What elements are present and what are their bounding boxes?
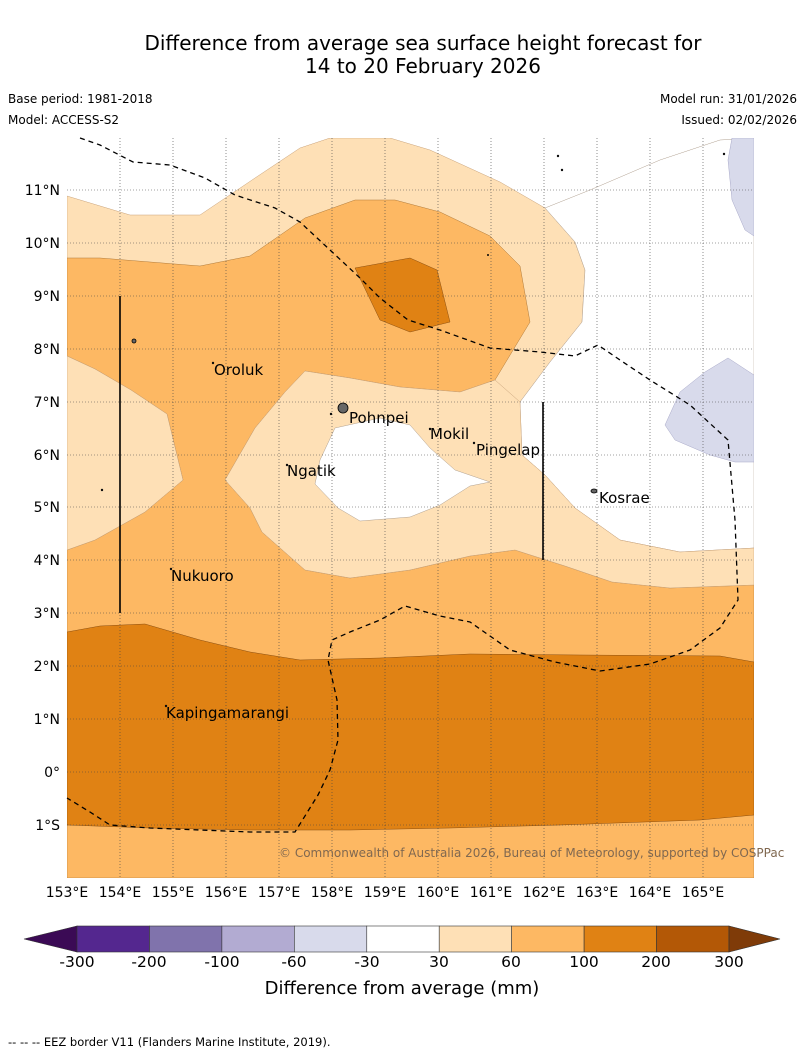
islet-ngatik xyxy=(285,463,289,467)
lat-label: 3°N xyxy=(34,606,60,622)
colorbar-swatch xyxy=(583,925,657,953)
contour-30-60-west xyxy=(67,355,184,551)
small-island-west xyxy=(131,338,137,344)
colorbar-extend-low xyxy=(23,925,78,953)
islet-mokil xyxy=(428,427,432,431)
colorbar-tick: -300 xyxy=(59,953,95,971)
lon-label: 161°E xyxy=(470,885,513,901)
lon-label: 162°E xyxy=(523,885,566,901)
place-nukuoro: Nukuoro xyxy=(171,567,234,585)
colorbar-swatch xyxy=(221,925,295,953)
colorbar-swatch xyxy=(76,925,150,953)
place-kosrae: Kosrae xyxy=(599,489,650,507)
base-period: Base period: 1981-2018 xyxy=(8,92,153,106)
islet-kapingamarangi xyxy=(164,704,168,708)
lon-label: 160°E xyxy=(417,885,460,901)
islet-oroluk xyxy=(211,361,215,365)
lat-label: 6°N xyxy=(34,448,60,464)
colorbar-tick: 30 xyxy=(429,953,449,971)
colorbar xyxy=(23,925,781,953)
eez-footnote: -- -- -- EEZ border V11 (Flanders Marine… xyxy=(8,1035,331,1049)
islet-north-4 xyxy=(486,253,489,256)
colorbar-tick: -30 xyxy=(354,953,380,971)
colorbar-tick: -60 xyxy=(281,953,307,971)
colorbar-swatch xyxy=(366,925,440,953)
copyright-notice: © Commonwealth of Australia 2026, Bureau… xyxy=(279,846,784,860)
contour-negative-northeast xyxy=(727,138,754,237)
lon-label: 155°E xyxy=(152,885,195,901)
islet-pingelap xyxy=(472,441,476,445)
colorbar-tick: 200 xyxy=(641,953,671,971)
place-pingelap: Pingelap xyxy=(476,441,540,459)
lon-label: 154°E xyxy=(99,885,142,901)
sea-level-map: Oroluk Pohnpei Mokil Pingelap Ngatik Kos… xyxy=(25,137,784,901)
contour-negative-east xyxy=(664,357,754,463)
map-fill-layers xyxy=(67,138,754,878)
colorbar-swatch xyxy=(149,925,223,953)
model-run: Model run: 31/01/2026 xyxy=(659,92,797,106)
colorbar-extend-high xyxy=(728,925,781,953)
eez-border xyxy=(66,137,739,833)
colorbar-title: Difference from average (mm) xyxy=(264,978,540,999)
lon-label: 159°E xyxy=(364,885,407,901)
colorbar-tick: 60 xyxy=(501,953,521,971)
lat-label: 8°N xyxy=(34,342,60,358)
islands xyxy=(100,152,726,708)
pohnpei-island xyxy=(337,402,349,414)
title-line-1: Difference from average sea surface heig… xyxy=(144,31,702,55)
colorbar-tick: -200 xyxy=(131,953,167,971)
colorbar-swatch xyxy=(656,925,730,953)
place-oroluk: Oroluk xyxy=(214,361,263,379)
islet-ant xyxy=(329,412,333,416)
colorbar-swatch xyxy=(294,925,368,953)
chart-title: Difference from average sea surface heig… xyxy=(0,32,804,78)
colorbar-swatch xyxy=(511,925,585,953)
lat-label: 0° xyxy=(44,765,60,781)
place-kapingamarangi: Kapingamarangi xyxy=(166,704,289,722)
lat-label: 1°N xyxy=(34,712,60,728)
islet-north-3 xyxy=(722,152,726,156)
lat-label: 10°N xyxy=(25,236,60,252)
lon-label: 157°E xyxy=(258,885,301,901)
lon-label: 153°E xyxy=(46,885,89,901)
lat-axis-labels: 11°N 10°N 9°N 8°N 7°N 6°N 5°N 4°N 3°N 2°… xyxy=(25,183,60,834)
kosrae-island xyxy=(590,488,598,494)
lon-label: 165°E xyxy=(682,885,725,901)
lon-label: 163°E xyxy=(576,885,619,901)
colorbar-tick: -100 xyxy=(204,953,240,971)
lat-label: 1°S xyxy=(35,818,60,834)
place-mokil: Mokil xyxy=(430,425,469,443)
lat-label: 7°N xyxy=(34,395,60,411)
islet-north-2 xyxy=(560,168,564,172)
lon-label: 164°E xyxy=(629,885,672,901)
boundary-lines xyxy=(119,296,544,613)
colorbar-swatch xyxy=(438,925,512,953)
lat-label: 4°N xyxy=(34,553,60,569)
contour-100-200-north xyxy=(354,257,451,333)
lat-label: 5°N xyxy=(34,500,60,516)
model-name: Model: ACCESS-S2 xyxy=(8,113,120,127)
islet-north-1 xyxy=(556,154,560,158)
contour-near-zero-pohnpei-top xyxy=(314,417,491,522)
issued-date: Issued: 02/02/2026 xyxy=(681,113,797,127)
lon-axis-labels: 153°E 154°E 155°E 156°E 157°E 158°E 159°… xyxy=(46,885,725,901)
islet-west-1 xyxy=(100,488,104,492)
lon-label: 156°E xyxy=(205,885,248,901)
colorbar-tick: 300 xyxy=(714,953,744,971)
islet-nukuoro xyxy=(169,567,173,571)
contour-100-200-south xyxy=(67,623,754,831)
place-ngatik: Ngatik xyxy=(287,462,336,480)
lat-label: 2°N xyxy=(34,659,60,675)
colorbar-tick: 100 xyxy=(569,953,599,971)
lon-label: 158°E xyxy=(311,885,354,901)
title-line-2: 14 to 20 February 2026 xyxy=(305,54,541,78)
place-pohnpei: Pohnpei xyxy=(349,409,409,427)
lat-label: 11°N xyxy=(25,183,60,199)
lat-label: 9°N xyxy=(34,289,60,305)
